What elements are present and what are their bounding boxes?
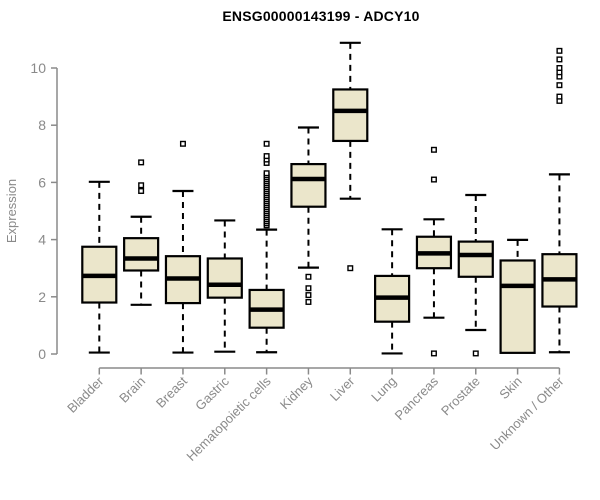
x-tick-label-bladder: Bladder — [64, 373, 107, 416]
boxplot-gastric — [206, 219, 243, 353]
boxplot-brain — [123, 159, 160, 306]
outlier-point — [305, 298, 312, 305]
boxplot-hematopoietic-cells — [248, 140, 285, 354]
x-tick-label-skin: Skin — [496, 374, 524, 402]
outlier-point — [179, 140, 186, 147]
y-tick-label-6: 6 — [38, 174, 46, 190]
x-tick-label-liver: Liver — [327, 373, 358, 404]
x-tick-label-gastric: Gastric — [192, 373, 232, 413]
boxplot-prostate — [457, 193, 494, 357]
boxplot-breast — [164, 140, 202, 354]
outlier-point — [263, 140, 270, 147]
x-tick-label-kidney: Kidney — [277, 373, 316, 412]
y-axis: 0 2 4 6 8 10 Expression — [4, 60, 58, 362]
boxplot-kidney — [290, 126, 327, 305]
y-tick-label-2: 2 — [38, 289, 46, 305]
outlier-point — [472, 350, 479, 357]
outlier-point — [556, 64, 563, 71]
outlier-point — [263, 153, 270, 160]
outlier-point — [305, 273, 312, 280]
iqr-box — [499, 259, 536, 354]
boxplot-bladder — [81, 180, 118, 354]
outlier-point — [305, 292, 312, 299]
boxplot-liver — [332, 41, 369, 272]
x-tick-label-breast: Breast — [153, 373, 190, 410]
y-tick-label-0: 0 — [38, 346, 46, 362]
x-tick-label-brain: Brain — [116, 374, 148, 406]
iqr-box — [206, 257, 243, 299]
iqr-box — [457, 240, 494, 278]
outlier-point — [556, 47, 563, 54]
x-tick-label-lung: Lung — [368, 374, 399, 405]
y-axis-label: Expression — [4, 179, 19, 243]
boxplot-skin — [499, 238, 536, 354]
outlier-point — [430, 350, 437, 357]
x-tick-label-prostate: Prostate — [438, 374, 483, 419]
boxplot-unknown-other — [541, 47, 578, 354]
outlier-point — [556, 56, 563, 63]
outlier-point — [138, 159, 145, 166]
x-tick-label-unknown-other: Unknown / Other — [487, 373, 567, 453]
outlier-point — [138, 182, 145, 189]
boxplot-lung — [374, 228, 411, 355]
outlier-point — [430, 176, 437, 183]
y-tick-label-8: 8 — [38, 117, 46, 133]
iqr-box — [290, 162, 327, 208]
chart-title: ENSG00000143199 - ADCY10 — [222, 8, 420, 24]
outlier-point — [347, 265, 354, 272]
y-tick-label-4: 4 — [38, 232, 46, 248]
iqr-box — [123, 237, 160, 272]
y-tick-label-10: 10 — [30, 60, 46, 76]
x-tick-label-pancreas: Pancreas — [392, 373, 442, 423]
outlier-point — [556, 93, 563, 100]
boxplot-pancreas — [415, 146, 453, 357]
outlier-point — [556, 82, 563, 89]
iqr-box — [332, 88, 369, 143]
outlier-point — [305, 285, 312, 292]
outlier-point — [430, 146, 437, 153]
outlier-point — [138, 187, 145, 194]
outlier-point — [263, 170, 270, 177]
